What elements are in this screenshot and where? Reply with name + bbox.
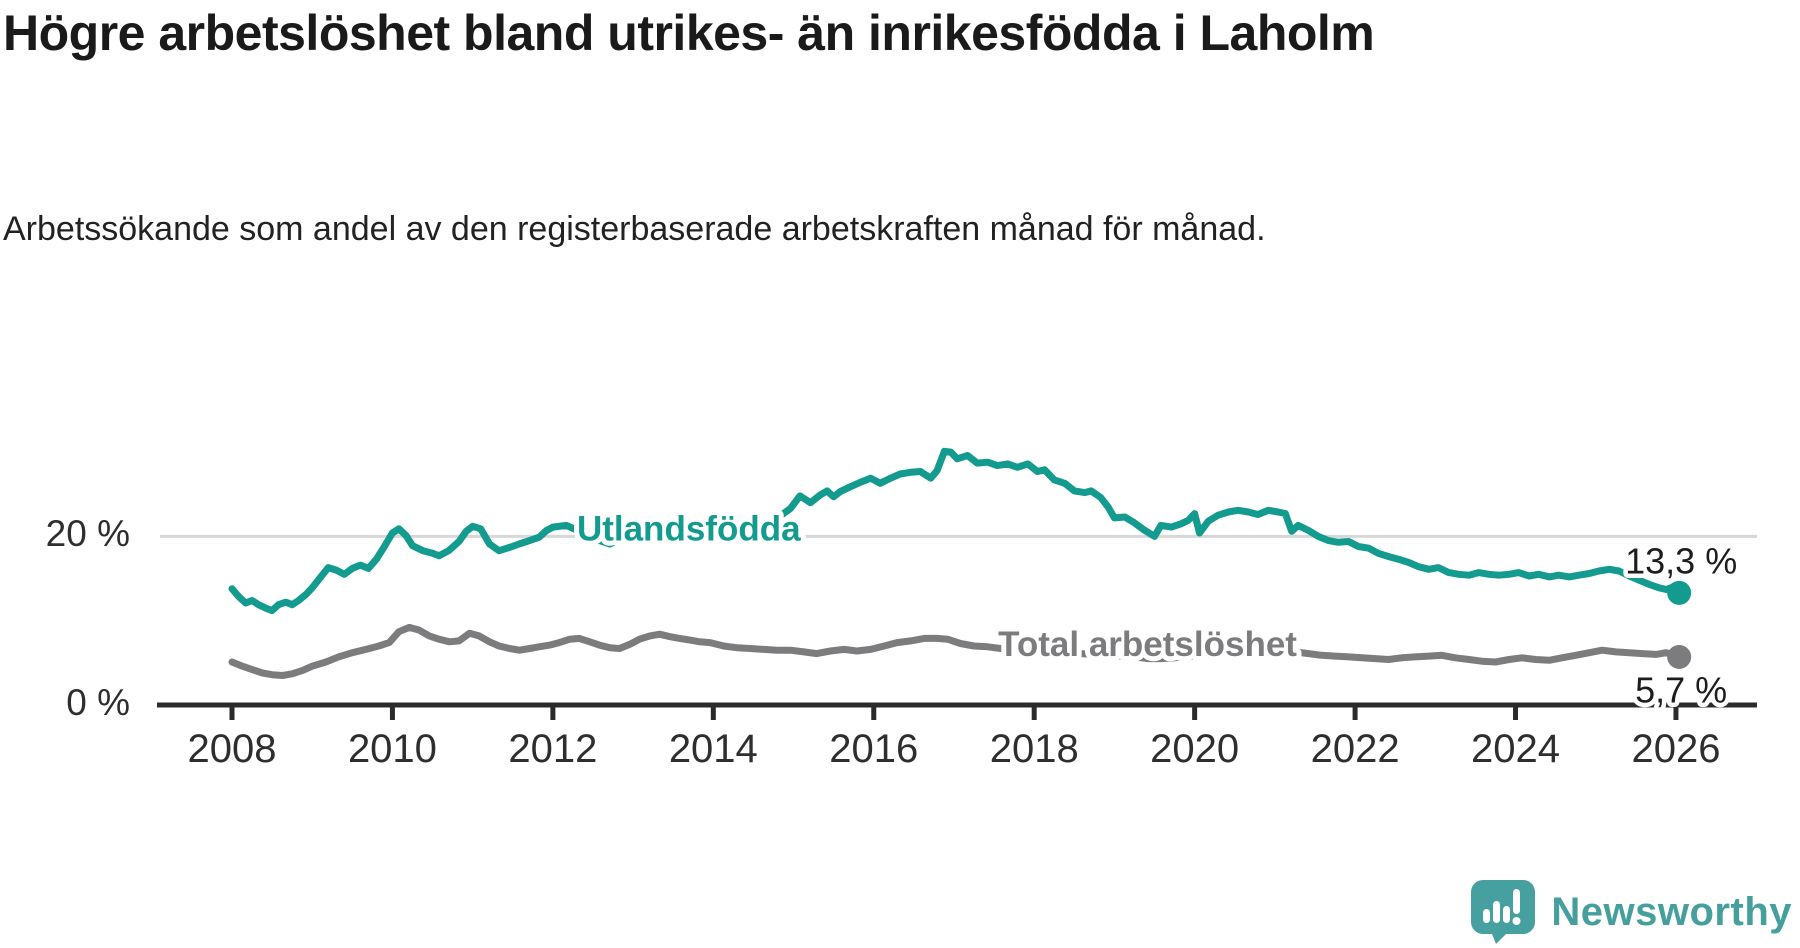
end-value-label-utlandsfodda: 13,3 % [1625, 540, 1737, 581]
end-value-label-total: 5,7 % [1635, 669, 1727, 710]
series-line-utlandsfodda [228, 447, 1683, 615]
x-axis-tick-label-2016: 2016 [829, 727, 918, 771]
series-label-total: Total arbetslöshet [998, 625, 1297, 664]
page-subtitle: Arbetssökande som andel av den registerb… [3, 210, 1266, 248]
x-axis-tick-label-2026: 2026 [1631, 727, 1720, 771]
series-label-utlandsfodda: Utlandsfödda [577, 510, 801, 549]
y-axis-label-20: 20 % [46, 513, 130, 554]
x-axis-tick-label-2012: 2012 [508, 727, 597, 771]
end-dot-total [1667, 644, 1692, 669]
x-axis-tick-label-2024: 2024 [1471, 727, 1560, 771]
x-axis-tick-label-2010: 2010 [348, 727, 437, 771]
newsworthy-logo-icon [1471, 880, 1536, 944]
brand-lockup: Newsworthy [1469, 878, 1792, 946]
page-title: Högre arbetslöshet bland utrikes- än inr… [3, 5, 1375, 61]
bar-chart-glyph [1483, 889, 1521, 925]
y-axis-label-0: 0 % [66, 682, 130, 723]
brand-name: Newsworthy [1551, 889, 1792, 934]
series-line-total [228, 623, 1683, 679]
end-dot-utlandsfodda [1667, 580, 1692, 605]
x-axis-tick-label-2014: 2014 [669, 727, 758, 771]
x-axis-tick-label-2022: 2022 [1311, 727, 1400, 771]
x-axis-tick-label-2008: 2008 [188, 727, 277, 771]
x-axis-tick-label-2020: 2020 [1150, 727, 1239, 771]
x-axis-tick-label-2018: 2018 [990, 727, 1079, 771]
